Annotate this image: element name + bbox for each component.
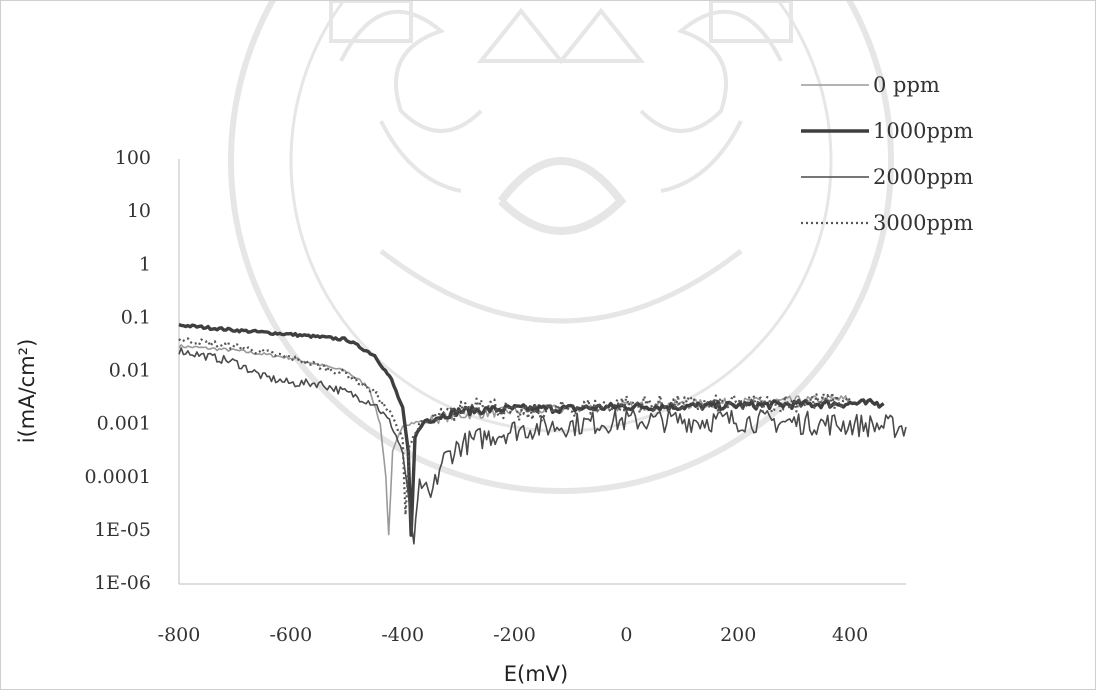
y-axis-title: i(mA/cm²) bbox=[15, 339, 39, 444]
series-line-2 bbox=[178, 322, 885, 537]
series-line-1 bbox=[178, 344, 851, 536]
y-tick-label: 10 bbox=[127, 200, 151, 222]
y-tick-label: 1 bbox=[139, 253, 151, 275]
x-tick-label: 0 bbox=[620, 624, 632, 646]
y-tick-label: 0.001 bbox=[97, 413, 151, 435]
x-tick-label: -600 bbox=[270, 624, 313, 646]
y-tick-label: 100 bbox=[115, 147, 151, 169]
y-tick-labels: 100 10 1 0.1 0.01 0.001 0.0001 1E-05 1E-06 bbox=[85, 147, 151, 594]
legend: 0 ppm 1000ppm 2000ppm 3000ppm bbox=[801, 73, 973, 235]
y-tick-label: 0.0001 bbox=[85, 466, 151, 488]
y-tick-label: 1E-06 bbox=[94, 572, 151, 594]
x-tick-label: -400 bbox=[381, 624, 424, 646]
legend-label-2: 1000ppm bbox=[873, 119, 973, 143]
y-tick-label: 0.01 bbox=[109, 360, 151, 382]
series-line-3 bbox=[178, 347, 907, 545]
legend-label-1: 0 ppm bbox=[873, 73, 940, 97]
series-line-4 bbox=[178, 337, 852, 516]
legend-label-4: 3000ppm bbox=[873, 211, 973, 235]
x-tick-label: 200 bbox=[720, 624, 756, 646]
x-tick-labels: -800 -600 -400 -200 0 200 400 bbox=[158, 624, 869, 646]
legend-label-3: 2000ppm bbox=[873, 165, 973, 189]
series-layer bbox=[178, 322, 907, 545]
x-tick-label: -800 bbox=[158, 624, 201, 646]
y-tick-label: 1E-05 bbox=[94, 519, 151, 541]
y-tick-label: 0.1 bbox=[121, 306, 151, 328]
x-axis-title: E(mV) bbox=[504, 662, 568, 686]
x-tick-label: 400 bbox=[832, 624, 868, 646]
plot-area-frame bbox=[178, 159, 906, 585]
x-tick-label: -200 bbox=[493, 624, 536, 646]
